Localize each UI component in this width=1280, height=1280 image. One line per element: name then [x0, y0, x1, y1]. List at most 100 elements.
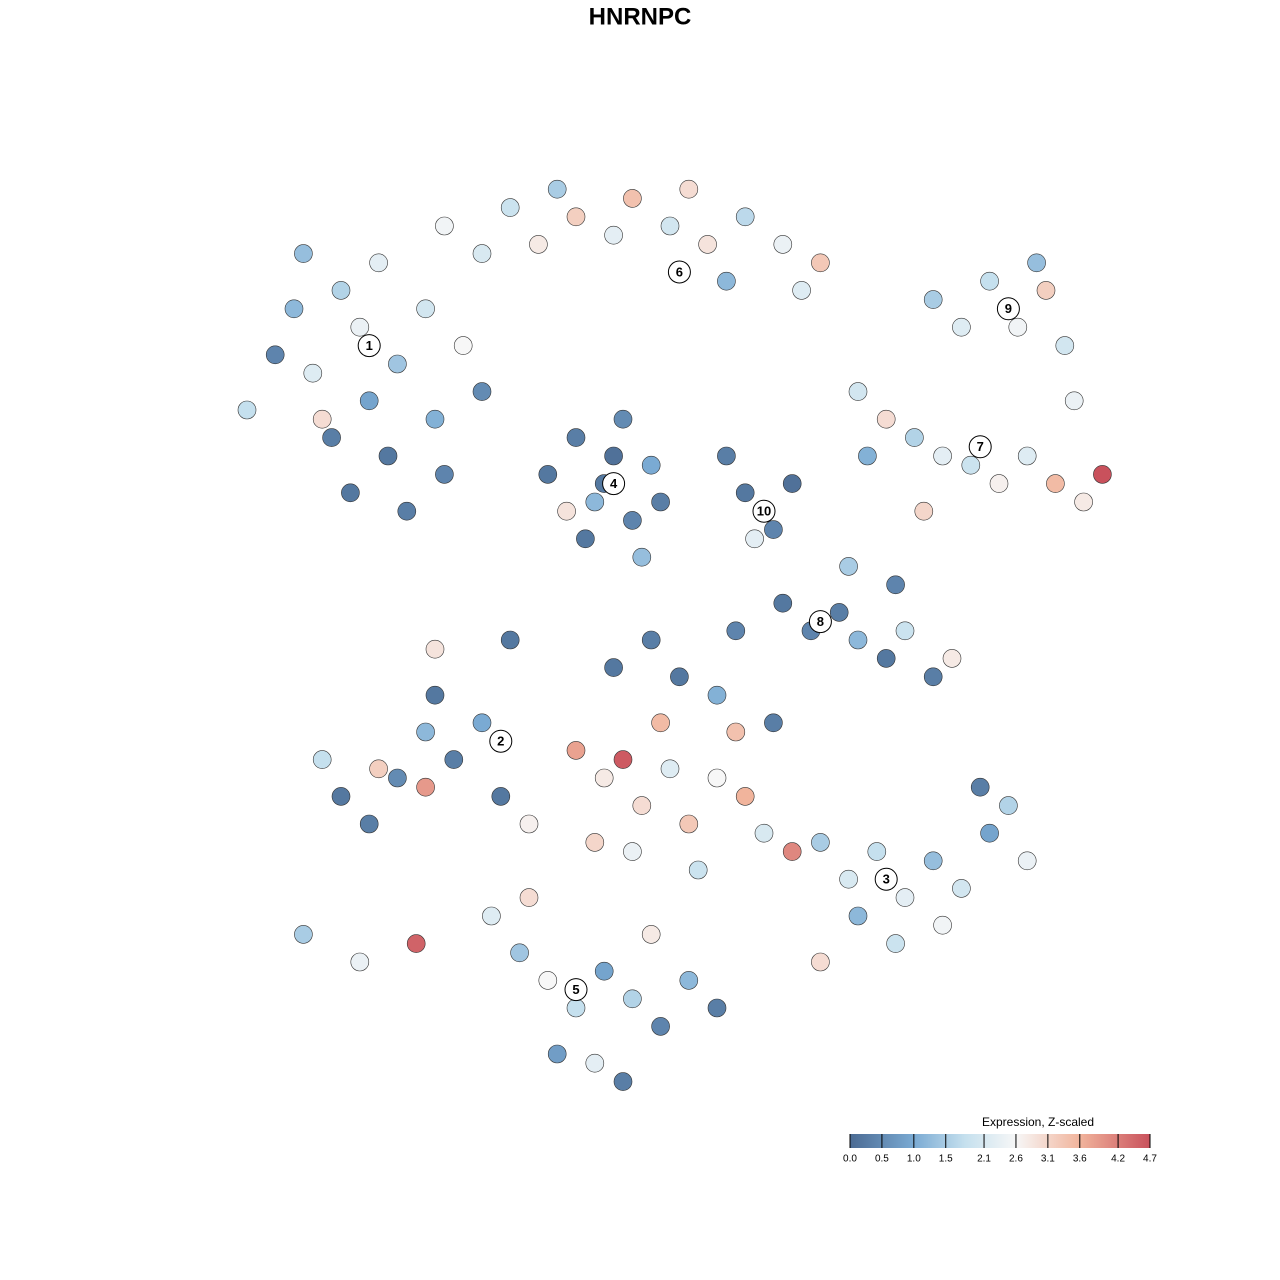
- point: [764, 520, 783, 539]
- point: [980, 271, 999, 291]
- cluster-number: 5: [572, 982, 579, 997]
- point: [359, 391, 379, 411]
- point: [679, 179, 699, 199]
- point: [933, 915, 952, 935]
- point: [641, 925, 661, 944]
- point: [613, 1072, 633, 1091]
- point: [792, 281, 811, 300]
- point: [952, 317, 971, 337]
- point: [341, 483, 360, 503]
- cluster-badge: [808, 610, 832, 634]
- point: [416, 299, 435, 319]
- point: [322, 428, 341, 447]
- cluster-number: 4: [610, 476, 618, 491]
- cluster-number: 8: [817, 614, 824, 629]
- point: [397, 501, 417, 521]
- cluster-badge: [602, 472, 626, 496]
- point: [811, 833, 830, 852]
- point: [848, 906, 868, 926]
- point: [876, 409, 896, 429]
- point: [961, 455, 981, 475]
- point: [350, 952, 370, 972]
- cluster-number: 10: [757, 504, 771, 519]
- point: [613, 750, 633, 769]
- point: [651, 1017, 670, 1036]
- cluster-label: 8: [808, 610, 832, 634]
- point: [632, 547, 652, 567]
- point: [905, 428, 924, 447]
- point: [989, 474, 1009, 493]
- point: [369, 759, 388, 779]
- point: [651, 492, 670, 512]
- point: [585, 1053, 605, 1073]
- cluster-badge: [667, 260, 691, 284]
- point: [679, 814, 699, 834]
- point: [416, 777, 435, 797]
- point: [510, 943, 529, 963]
- cluster-number: 3: [883, 872, 890, 887]
- cluster-badge: [968, 435, 992, 459]
- point: [1055, 336, 1075, 355]
- point: [707, 768, 727, 788]
- point: [350, 317, 370, 337]
- cluster-badge: [357, 334, 381, 358]
- point: [839, 869, 858, 889]
- point: [594, 961, 614, 981]
- point: [688, 860, 708, 880]
- point: [453, 336, 473, 355]
- point: [1046, 474, 1065, 493]
- point: [876, 649, 896, 668]
- point: [698, 235, 717, 254]
- point: [294, 925, 313, 944]
- point: [735, 787, 755, 806]
- point: [388, 354, 407, 374]
- point: [585, 833, 605, 852]
- point: [641, 455, 661, 475]
- point: [895, 888, 915, 907]
- point: [886, 575, 905, 595]
- point: [331, 787, 351, 806]
- point: [782, 842, 802, 861]
- cluster-label: 1: [357, 334, 381, 358]
- point: [952, 879, 971, 898]
- colorbar-tick-label: 1.5: [939, 1154, 953, 1165]
- point: [566, 998, 586, 1018]
- cluster-label: 7: [968, 435, 992, 459]
- cluster-label: 4: [602, 472, 626, 496]
- point: [623, 189, 642, 208]
- cluster-badge: [564, 978, 588, 1002]
- cluster-number: 6: [676, 264, 683, 279]
- colorbar-tick-label: 0.5: [875, 1154, 889, 1165]
- point: [858, 446, 877, 466]
- point: [284, 299, 304, 319]
- point: [726, 722, 746, 742]
- point: [848, 382, 868, 401]
- point: [764, 713, 783, 733]
- point: [773, 235, 793, 254]
- colorbar-tick-label: 3.1: [1041, 1154, 1055, 1165]
- cluster-number: 7: [977, 439, 984, 454]
- point: [547, 1044, 567, 1064]
- point: [604, 446, 623, 466]
- cluster-number: 9: [1005, 301, 1012, 316]
- point: [623, 511, 642, 530]
- colorbar-title: Expression, Z-scaled: [982, 1115, 1094, 1129]
- point: [651, 713, 670, 733]
- point: [623, 842, 642, 861]
- point: [1017, 446, 1037, 466]
- point: [500, 630, 520, 650]
- point: [444, 750, 464, 769]
- cluster-badge: [752, 499, 776, 523]
- point: [1036, 281, 1056, 300]
- point: [538, 465, 558, 484]
- point: [848, 630, 868, 650]
- point: [707, 998, 727, 1018]
- point: [435, 216, 454, 236]
- cluster-badge: [489, 729, 513, 753]
- point: [895, 621, 915, 641]
- point: [425, 685, 445, 705]
- point: [623, 989, 642, 1009]
- point: [679, 971, 699, 990]
- point: [980, 823, 999, 843]
- point: [482, 906, 501, 926]
